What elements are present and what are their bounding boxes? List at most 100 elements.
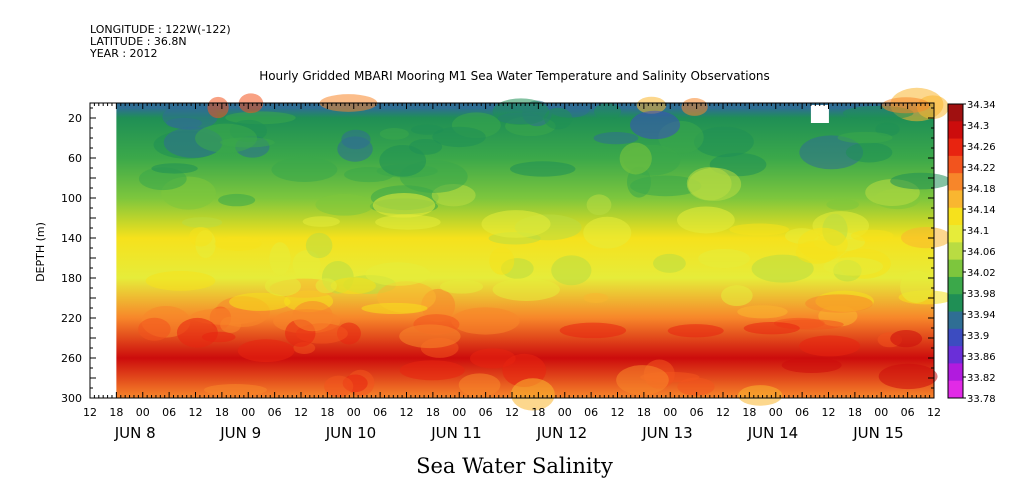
salinity-patch (214, 236, 262, 251)
salinity-patch (271, 157, 338, 182)
salinity-patch (315, 193, 374, 216)
salinity-patch (837, 131, 893, 144)
salinity-patch (315, 278, 337, 294)
chart-title: Hourly Gridded MBARI Mooring M1 Sea Wate… (259, 69, 770, 83)
salinity-patch (220, 316, 242, 333)
salinity-patch (630, 110, 681, 140)
salinity-patch (693, 126, 754, 158)
salinity-patch (379, 144, 427, 177)
x-tick-label: 00 (347, 406, 361, 419)
x-tick-label: 12 (611, 406, 625, 419)
y-tick-label: 220 (61, 312, 82, 325)
salinity-patch (439, 279, 484, 294)
colorbar-swatch (948, 363, 963, 382)
salinity-patch (721, 285, 753, 306)
colorbar-swatch (948, 346, 963, 364)
salinity-patch (189, 226, 213, 247)
x-tick-label: 18 (109, 406, 123, 419)
salinity-patch (469, 348, 516, 369)
salinity-patch (878, 363, 938, 390)
x-tick-label: 12 (716, 406, 730, 419)
salinity-patch (583, 292, 609, 303)
salinity-patch (399, 360, 465, 381)
salinity-patch (667, 324, 724, 338)
x-tick-label: 12 (294, 406, 308, 419)
missing-data-cell (810, 105, 829, 123)
colorbar-swatch (948, 225, 963, 243)
longitude-text: LONGITUDE : 122W(-122) (90, 23, 231, 36)
salinity-patch (264, 275, 301, 297)
salinity-patch (510, 378, 555, 411)
salinity-patch (365, 262, 431, 286)
salinity-patch (176, 317, 218, 348)
salinity-patch (743, 322, 800, 335)
colorbar-label: 34.18 (967, 184, 996, 195)
salinity-patch (292, 250, 321, 279)
x-tick-label: 06 (373, 406, 387, 419)
colorbar-swatch (948, 155, 963, 174)
salinity-patch (207, 96, 229, 119)
x-tick-label: 00 (663, 406, 677, 419)
salinity-patch (729, 223, 790, 236)
x-day-label: JUN 8 (114, 424, 156, 442)
salinity-patch (145, 271, 216, 291)
y-tick-label: 140 (61, 232, 82, 245)
salinity-patch (302, 216, 340, 227)
salinity-patch (781, 357, 842, 373)
x-tick-label: 18 (742, 406, 756, 419)
x-tick-label: 06 (901, 406, 915, 419)
salinity-patch (586, 194, 612, 216)
colorbar-label: 33.82 (967, 373, 996, 384)
salinity-patch (229, 292, 291, 311)
salinity-patch (850, 229, 894, 242)
salinity-patch (890, 329, 923, 348)
salinity-patch (677, 206, 735, 234)
colorbar: 34.34 34.3 34.26 34.22 34.18 34.14 34.1 34.06 34… (947, 100, 996, 405)
salinity-patch (845, 142, 893, 163)
plot-layer (90, 87, 954, 411)
salinity-patch (432, 126, 486, 148)
salinity-patch (890, 172, 952, 190)
axes-layer: 12 18 00 06 12 18 00 06 12 18 00 06 12 18 00 06 12 18 00 06… (61, 102, 941, 442)
salinity-patch (737, 385, 783, 406)
x-day-label: JUN 10 (325, 424, 376, 442)
colorbar-swatch (948, 173, 963, 191)
x-tick-label: 12 (400, 406, 414, 419)
colorbar-swatch (948, 294, 963, 313)
x-tick-label: 06 (795, 406, 809, 419)
salinity-patch (372, 192, 436, 218)
metadata-block: LONGITUDE : 122W(-122) LATITUDE : 36.8N … (90, 24, 231, 60)
salinity-patch (681, 98, 708, 116)
colorbar-label: 34.02 (967, 268, 996, 279)
salinity-patch (653, 253, 686, 273)
salinity-patch (379, 128, 409, 140)
salinity-patch (219, 137, 275, 148)
x-day-label: JUN 11 (430, 424, 481, 442)
x-tick-label: 00 (452, 406, 466, 419)
colorbar-swatch (948, 259, 963, 278)
salinity-patch (324, 375, 354, 398)
salinity-patch (544, 107, 573, 130)
latitude-text: LATITUDE : 36.8N (90, 35, 187, 48)
colorbar-swatch (948, 276, 963, 295)
x-tick-label: 12 (822, 406, 836, 419)
x-tick-label: 00 (241, 406, 255, 419)
salinity-patch (616, 365, 669, 396)
x-tick-label: 12 (505, 406, 519, 419)
salinity-patch (799, 335, 861, 357)
colorbar-label: 34.14 (967, 205, 996, 216)
x-tick-label: 06 (584, 406, 598, 419)
salinity-patch (481, 210, 551, 238)
x-tick-label: 00 (558, 406, 572, 419)
colorbar-swatch (948, 328, 963, 347)
salinity-patch (492, 98, 550, 125)
colorbar-swatch (948, 311, 963, 330)
x-day-label: JUN 9 (219, 424, 261, 442)
salinity-patch (225, 111, 296, 125)
x-tick-label: 18 (531, 406, 545, 419)
salinity-patch (203, 384, 267, 396)
salinity-patch (166, 117, 203, 129)
y-tick-label: 180 (61, 272, 82, 285)
salinity-patch (698, 248, 750, 269)
salinity-patch (510, 161, 576, 177)
